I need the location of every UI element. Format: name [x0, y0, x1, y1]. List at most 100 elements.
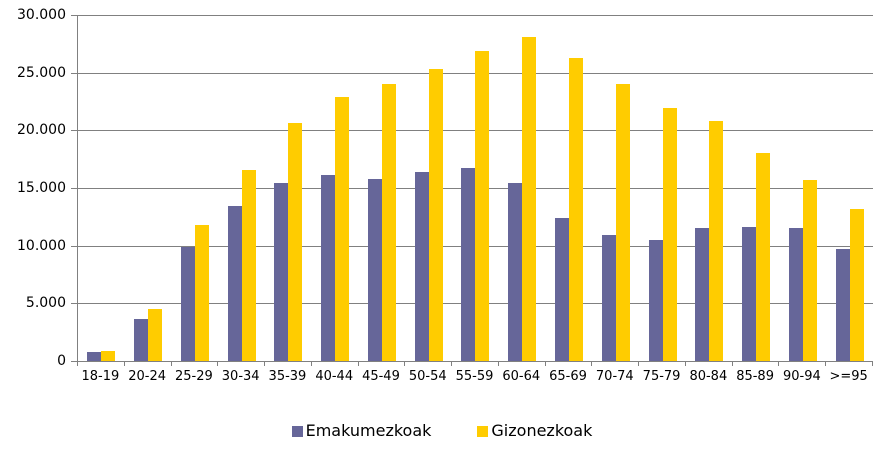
- bar-emakumezkoak: [414, 171, 429, 361]
- bar-emakumezkoak: [87, 351, 102, 361]
- x-axis-tick: [264, 362, 311, 366]
- legend-swatch: [291, 425, 303, 437]
- x-axis-tick-label: 18-19: [81, 369, 120, 384]
- bar-gizonezkoak: [428, 69, 443, 361]
- bar-group: [592, 15, 639, 361]
- bar-group: [218, 15, 265, 361]
- x-axis-ticks: [77, 362, 873, 366]
- bar-group: [312, 15, 359, 361]
- bar-group: [265, 15, 312, 361]
- bar-gizonezkoak: [335, 96, 350, 361]
- bar-group: [639, 15, 686, 361]
- y-axis-tick-label: 15.000: [17, 180, 66, 196]
- x-axis-tick: [170, 362, 218, 366]
- bar-emakumezkoak: [835, 249, 850, 361]
- gridline: [78, 15, 873, 16]
- x-axis-tick-label: 20-24: [128, 369, 167, 384]
- bar-group: [405, 15, 452, 361]
- x-axis-tick: [123, 362, 171, 366]
- x-axis-tick: [497, 362, 545, 366]
- y-axis-tick: [71, 361, 77, 362]
- bar-emakumezkoak: [321, 175, 336, 361]
- y-axis-labels: 30.000 25.000 20.000 15.000 10.000 5.000 0: [0, 8, 66, 368]
- legend-item: Gizonezkoak: [477, 423, 592, 439]
- x-axis-tick-label: 60-64: [502, 369, 541, 384]
- bar-emakumezkoak: [508, 183, 523, 361]
- x-axis-tick-label: 55-59: [455, 369, 494, 384]
- bar-emakumezkoak: [134, 319, 149, 361]
- legend-swatch: [477, 425, 489, 437]
- y-axis-tick-label: 5.000: [25, 295, 66, 312]
- legend-label: Gizonezkoak: [491, 421, 593, 440]
- y-axis-tick-label: 20.000: [17, 122, 66, 139]
- bar-group: [359, 15, 406, 361]
- bar-group: [546, 15, 593, 361]
- x-axis-tick-label: 70-74: [595, 369, 634, 384]
- bar-gizonezkoak: [615, 84, 630, 361]
- legend: Emakumezkoak Gizonezkoak: [0, 423, 884, 439]
- x-axis-tick: [404, 362, 451, 366]
- bar-group: [125, 15, 172, 361]
- bar-gizonezkoak: [381, 84, 396, 361]
- y-axis-tick: [71, 303, 77, 304]
- bar-group: [499, 15, 546, 361]
- y-axis-tick: [71, 15, 77, 16]
- y-axis-tick: [71, 246, 77, 247]
- y-axis-tick-label: 0: [57, 353, 66, 369]
- x-axis-tick-label: 90-94: [782, 369, 821, 384]
- y-axis-tick: [71, 130, 77, 131]
- bar-gizonezkoak: [241, 169, 256, 361]
- bar-gizonezkoak: [475, 50, 490, 361]
- x-axis-tick-label: 25-29: [175, 369, 213, 384]
- x-axis-tick-label: 30-34: [221, 369, 260, 384]
- x-axis-tick: [217, 362, 264, 366]
- legend-item: Emakumezkoak: [291, 421, 432, 440]
- bar-emakumezkoak: [461, 168, 476, 361]
- bar-emakumezkoak: [227, 206, 242, 361]
- bar-group: [452, 15, 499, 361]
- y-axis-tick-label: 25.000: [17, 64, 66, 81]
- x-axis-tick-label: >=95: [829, 369, 868, 384]
- x-axis-tick-label: 50-54: [408, 369, 447, 384]
- x-axis-tick-label: 40-44: [315, 369, 354, 384]
- bar-gizonezkoak: [756, 153, 771, 361]
- bar-group: [826, 15, 873, 361]
- bar-gizonezkoak: [101, 350, 116, 361]
- x-axis-tick-label: 75-79: [642, 369, 681, 384]
- bar-gizonezkoak: [569, 57, 584, 361]
- bar-emakumezkoak: [367, 178, 382, 361]
- x-axis-tick-label: 85-89: [736, 369, 774, 384]
- bar-group: [172, 15, 219, 361]
- x-axis-tick: [778, 362, 825, 366]
- bar-gizonezkoak: [522, 36, 537, 361]
- x-axis-labels: 18-19 20-24 25-29 30-34 35-39 40-44 45-49 50-54…: [77, 369, 872, 384]
- y-axis-tick-label: 10.000: [17, 237, 66, 254]
- bar-emakumezkoak: [601, 235, 616, 361]
- bar-gizonezkoak: [849, 208, 864, 361]
- legend-label: Emakumezkoak: [305, 421, 432, 440]
- x-axis-tick-label: 35-39: [268, 369, 307, 384]
- x-axis-tick: [357, 362, 405, 366]
- x-axis-tick-label: 65-69: [549, 369, 587, 384]
- x-axis-tick: [451, 362, 498, 366]
- bar-gizonezkoak: [709, 121, 724, 361]
- bar-group: [686, 15, 733, 361]
- bar-group: [733, 15, 780, 361]
- bar-emakumezkoak: [742, 227, 757, 361]
- plot-area: [77, 15, 873, 362]
- x-axis-tick: [77, 362, 124, 366]
- y-axis-tick: [71, 188, 77, 189]
- bar-emakumezkoak: [274, 183, 289, 361]
- y-axis-tick-label: 30.000: [17, 7, 66, 23]
- bar-gizonezkoak: [802, 179, 817, 361]
- x-axis-tick: [638, 362, 685, 366]
- x-axis-tick: [825, 362, 872, 366]
- x-axis-tick: [684, 362, 732, 366]
- x-axis-tick: [591, 362, 638, 366]
- x-axis-tick: [731, 362, 779, 366]
- bar-emakumezkoak: [695, 228, 710, 361]
- bar-emakumezkoak: [180, 246, 195, 361]
- bar-gizonezkoak: [148, 309, 163, 361]
- bar-group: [78, 15, 125, 361]
